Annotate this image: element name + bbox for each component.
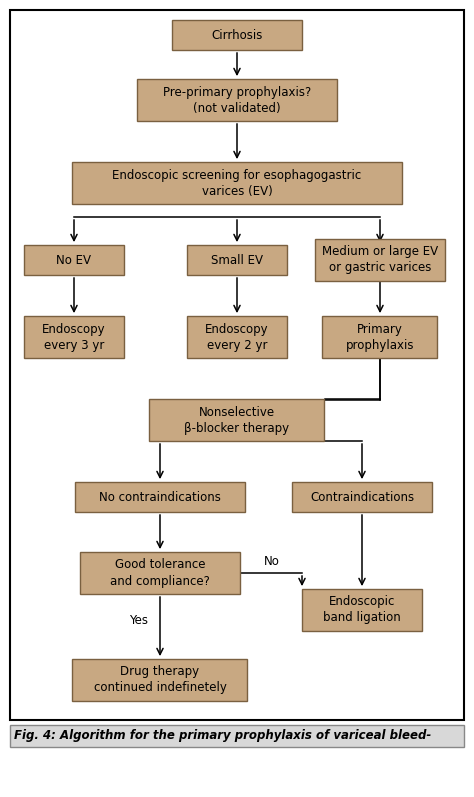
Text: Yes: Yes (129, 614, 148, 626)
Text: Drug therapy
continued indefinetely: Drug therapy continued indefinetely (93, 665, 227, 694)
Text: Fig. 4: Algorithm for the primary prophylaxis of variceal bleed-: Fig. 4: Algorithm for the primary prophy… (14, 729, 431, 743)
Text: Good tolerance
and compliance?: Good tolerance and compliance? (110, 559, 210, 587)
FancyBboxPatch shape (322, 316, 438, 358)
FancyBboxPatch shape (72, 162, 402, 204)
Text: Endoscopy
every 3 yr: Endoscopy every 3 yr (42, 323, 106, 351)
FancyBboxPatch shape (10, 725, 464, 747)
Text: Endoscopic
band ligation: Endoscopic band ligation (323, 595, 401, 625)
FancyBboxPatch shape (80, 552, 240, 594)
FancyBboxPatch shape (302, 589, 422, 631)
Text: Primary
prophylaxis: Primary prophylaxis (346, 323, 414, 351)
Text: Endoscopy
every 2 yr: Endoscopy every 2 yr (205, 323, 269, 351)
FancyBboxPatch shape (315, 239, 445, 281)
FancyBboxPatch shape (187, 316, 287, 358)
Text: Small EV: Small EV (211, 253, 263, 266)
Text: Nonselective
β-blocker therapy: Nonselective β-blocker therapy (184, 406, 290, 434)
FancyBboxPatch shape (137, 79, 337, 121)
Text: No: No (264, 555, 280, 568)
Text: Medium or large EV
or gastric varices: Medium or large EV or gastric varices (322, 245, 438, 274)
FancyBboxPatch shape (187, 245, 287, 275)
Text: Contraindications: Contraindications (310, 490, 414, 504)
FancyBboxPatch shape (75, 482, 245, 512)
FancyBboxPatch shape (149, 399, 325, 441)
FancyBboxPatch shape (292, 482, 432, 512)
Text: No contraindications: No contraindications (99, 490, 221, 504)
FancyBboxPatch shape (73, 659, 247, 701)
Text: Endoscopic screening for esophagogastric
varices (EV): Endoscopic screening for esophagogastric… (112, 168, 362, 198)
Text: No EV: No EV (56, 253, 91, 266)
Text: Pre-primary prophylaxis?
(not validated): Pre-primary prophylaxis? (not validated) (163, 85, 311, 115)
Text: Cirrhosis: Cirrhosis (211, 29, 263, 41)
FancyBboxPatch shape (24, 316, 124, 358)
FancyBboxPatch shape (24, 245, 124, 275)
FancyBboxPatch shape (172, 20, 302, 50)
